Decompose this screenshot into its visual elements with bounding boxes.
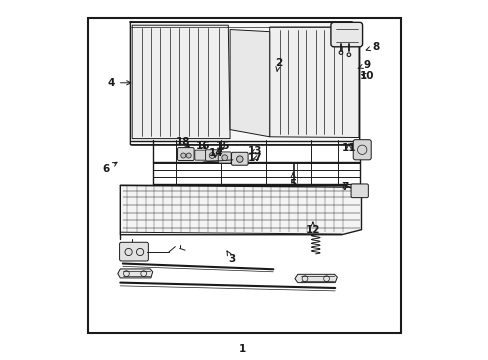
- Text: 13: 13: [247, 146, 262, 156]
- Text: 12: 12: [305, 222, 320, 235]
- Circle shape: [209, 153, 215, 158]
- Polygon shape: [294, 274, 337, 283]
- Circle shape: [181, 153, 185, 158]
- FancyBboxPatch shape: [352, 140, 370, 160]
- Text: 9: 9: [357, 60, 370, 70]
- Circle shape: [222, 155, 227, 161]
- Text: 8: 8: [366, 42, 379, 52]
- Text: 3: 3: [226, 251, 235, 264]
- Text: 17: 17: [247, 153, 262, 163]
- Text: 6: 6: [102, 162, 117, 174]
- FancyBboxPatch shape: [205, 150, 218, 161]
- Bar: [88, 18, 400, 333]
- Text: 15: 15: [215, 141, 230, 151]
- Text: 1: 1: [239, 344, 246, 354]
- Polygon shape: [120, 185, 361, 235]
- Circle shape: [186, 153, 191, 158]
- Polygon shape: [269, 27, 358, 138]
- FancyBboxPatch shape: [120, 242, 148, 261]
- Text: 5: 5: [289, 173, 296, 189]
- FancyBboxPatch shape: [194, 150, 205, 160]
- Polygon shape: [118, 269, 152, 278]
- FancyBboxPatch shape: [330, 22, 362, 47]
- FancyBboxPatch shape: [218, 152, 231, 163]
- Text: 2: 2: [275, 58, 282, 71]
- Text: 18: 18: [176, 137, 190, 147]
- Text: 14: 14: [208, 148, 223, 158]
- Circle shape: [236, 156, 243, 162]
- Text: 7: 7: [341, 182, 348, 192]
- FancyBboxPatch shape: [350, 184, 367, 198]
- Polygon shape: [230, 30, 269, 137]
- Text: 16: 16: [196, 141, 210, 151]
- Text: 4: 4: [107, 78, 131, 88]
- Text: 10: 10: [359, 71, 373, 81]
- FancyBboxPatch shape: [231, 152, 247, 165]
- Polygon shape: [130, 22, 359, 145]
- FancyBboxPatch shape: [177, 148, 194, 161]
- Polygon shape: [132, 25, 230, 139]
- Text: 11: 11: [341, 143, 355, 153]
